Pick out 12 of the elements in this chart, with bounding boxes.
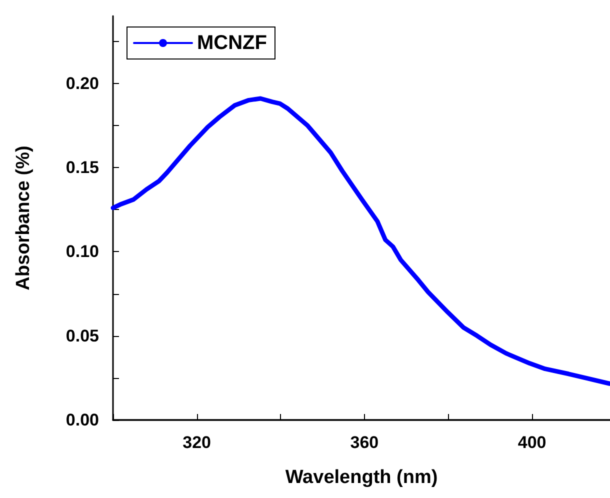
x-tick-label: 400 [518, 433, 546, 452]
line-series [110, 96, 610, 386]
y-tick-label: 0.10 [66, 242, 99, 262]
y-tick-label: 0.00 [66, 410, 99, 430]
legend-label: MCNZF [197, 32, 267, 54]
x-tick-label: 360 [350, 433, 379, 452]
y-axis-title: Absorbance (%) [13, 146, 34, 290]
y-tick-label: 0.20 [66, 74, 99, 93]
x-axis-title: Wavelength (nm) [285, 467, 438, 488]
y-tick-label: 0.05 [66, 326, 99, 346]
y-tick-label: 0.15 [66, 158, 99, 177]
x-tick-label: 320 [182, 433, 211, 452]
